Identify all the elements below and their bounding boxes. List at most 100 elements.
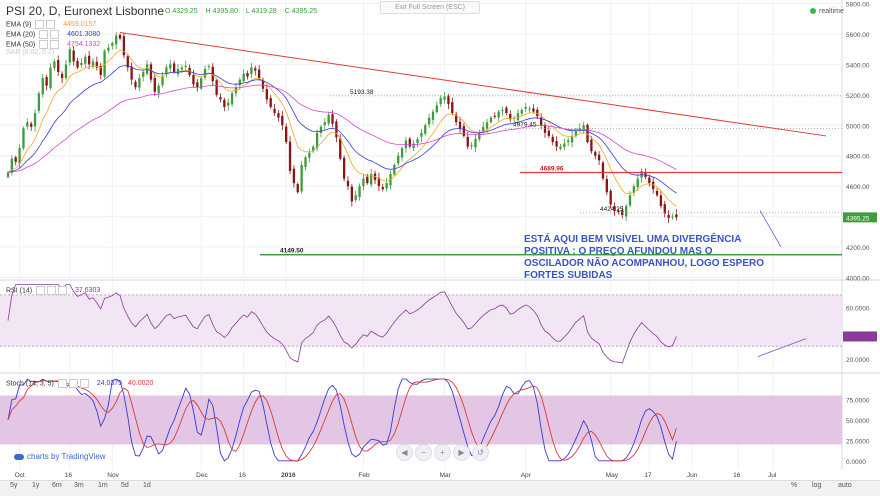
realtime-indicator[interactable]: realtime — [810, 8, 844, 15]
candle-body — [230, 93, 234, 105]
candle-body — [420, 132, 423, 137]
candle-body — [30, 123, 33, 127]
candle-body — [524, 107, 527, 109]
settings-icon[interactable] — [50, 40, 60, 49]
eye-icon[interactable] — [39, 40, 49, 49]
candle-body — [118, 35, 122, 39]
candle-body — [366, 176, 369, 184]
stoch-label: Stoch (14, 3, 5) — [6, 380, 54, 388]
candle-body — [261, 80, 265, 89]
candle-body — [493, 115, 496, 117]
candle-body — [505, 107, 508, 114]
bottom-toolbar — [0, 480, 880, 496]
scroll-right-button[interactable]: ▶ — [453, 444, 470, 461]
tradingview-branding[interactable]: charts by TradingView — [14, 452, 106, 461]
legend-rsi[interactable]: RSI (14) 37.6303 — [6, 286, 100, 295]
close-icon[interactable] — [79, 379, 89, 388]
candle-body — [165, 67, 168, 75]
range-1d[interactable]: 1d — [143, 482, 151, 489]
legend-sar[interactable]: SAR (0.02, 0.2) — [6, 49, 54, 56]
candle-body — [246, 73, 249, 77]
last-price-marker — [843, 212, 877, 223]
candle-body — [408, 138, 411, 147]
candle-body — [636, 178, 639, 188]
time-tick-label: Nov — [107, 472, 119, 479]
range-6m[interactable]: 6m — [52, 482, 62, 489]
range-1y[interactable]: 1y — [32, 482, 40, 489]
range-3m[interactable]: 3m — [74, 482, 84, 489]
settings-icon[interactable] — [47, 286, 57, 295]
candle-body — [416, 138, 419, 144]
candle-body — [323, 122, 326, 125]
candle-body — [339, 138, 342, 159]
scroll-left-button[interactable]: ◀ — [396, 444, 413, 461]
candle-body — [354, 195, 357, 201]
candle-body — [381, 187, 384, 190]
time-tick-label: Jun — [687, 472, 698, 479]
price-tick-label: 5000.00 — [846, 123, 870, 130]
ema50-value: 4754.1332 — [67, 41, 101, 49]
candle-body — [377, 177, 381, 187]
legend-stoch[interactable]: Stoch (14, 3, 5) 24.0375 40.0020 — [6, 379, 153, 388]
legend-ema9[interactable]: EMA (9) 4459.0157 — [6, 20, 96, 29]
eye-icon[interactable] — [35, 20, 45, 29]
candle-body — [14, 157, 17, 162]
candle-body — [6, 172, 10, 178]
candle-body — [269, 98, 272, 108]
ema9-value: 4459.0157 — [63, 21, 97, 29]
time-tick-label: 17 — [644, 472, 652, 479]
rsi-tick-label: 20.0000 — [846, 357, 870, 364]
candle-body — [458, 121, 462, 129]
candle-body — [273, 108, 276, 114]
percent-scale-toggle[interactable]: % — [791, 482, 798, 489]
candle-body — [454, 114, 458, 123]
candle-body — [134, 81, 137, 88]
candle-body — [370, 173, 373, 185]
range-1m[interactable]: 1m — [98, 482, 108, 489]
candle-body — [435, 105, 438, 113]
exit-fullscreen-button[interactable]: Exit Full Screen (ESC) — [380, 1, 480, 14]
range-5y[interactable]: 5y — [10, 482, 18, 489]
candle-body — [288, 141, 292, 171]
candle-body — [300, 164, 303, 192]
settings-icon[interactable] — [50, 30, 60, 39]
settings-icon[interactable] — [46, 20, 56, 29]
time-tick-label: 16 — [65, 472, 73, 479]
candle-body — [597, 154, 601, 161]
time-tick-label: 16 — [733, 472, 741, 479]
candle-body — [667, 214, 670, 219]
candle-body — [559, 146, 562, 149]
legend-ema50[interactable]: EMA (50) 4754.1332 — [6, 40, 100, 49]
divergence-annotation[interactable]: ESTÁ AQUI BEM VISÍVEL UMA DIVERGÊNCIA PO… — [524, 234, 765, 281]
candle-body — [451, 102, 454, 114]
zoom-out-button[interactable]: − — [415, 444, 432, 461]
candle-body — [130, 66, 133, 80]
realtime-dot-icon — [810, 8, 816, 15]
candle-body — [196, 82, 199, 88]
eye-icon[interactable] — [39, 30, 49, 39]
auto-scale-toggle[interactable]: auto — [838, 482, 852, 489]
eye-icon[interactable] — [57, 379, 67, 388]
candle-body — [281, 115, 284, 126]
candle-body — [640, 170, 643, 178]
legend-ema20[interactable]: EMA (20) 4601.3080 — [6, 30, 100, 39]
range-5d[interactable]: 5d — [121, 482, 129, 489]
stoch-d-line — [7, 378, 677, 462]
zoom-in-button[interactable]: + — [434, 444, 451, 461]
candle-body — [64, 64, 68, 79]
candle-body — [509, 114, 512, 120]
settings-icon[interactable] — [68, 379, 78, 388]
eye-icon[interactable] — [36, 286, 46, 295]
reset-button[interactable]: ↺ — [472, 444, 489, 461]
candle-body — [574, 131, 578, 136]
price-tick-label: 5200.00 — [846, 93, 870, 100]
close-icon[interactable] — [58, 286, 68, 295]
log-scale-toggle[interactable]: log — [812, 482, 822, 489]
candle-body — [474, 138, 477, 148]
price-tick-label: 5400.00 — [846, 62, 870, 69]
candle-body — [319, 126, 323, 133]
candle-body — [617, 210, 620, 213]
high-value: H 4395.80 — [205, 8, 238, 15]
candle-body — [628, 195, 632, 206]
